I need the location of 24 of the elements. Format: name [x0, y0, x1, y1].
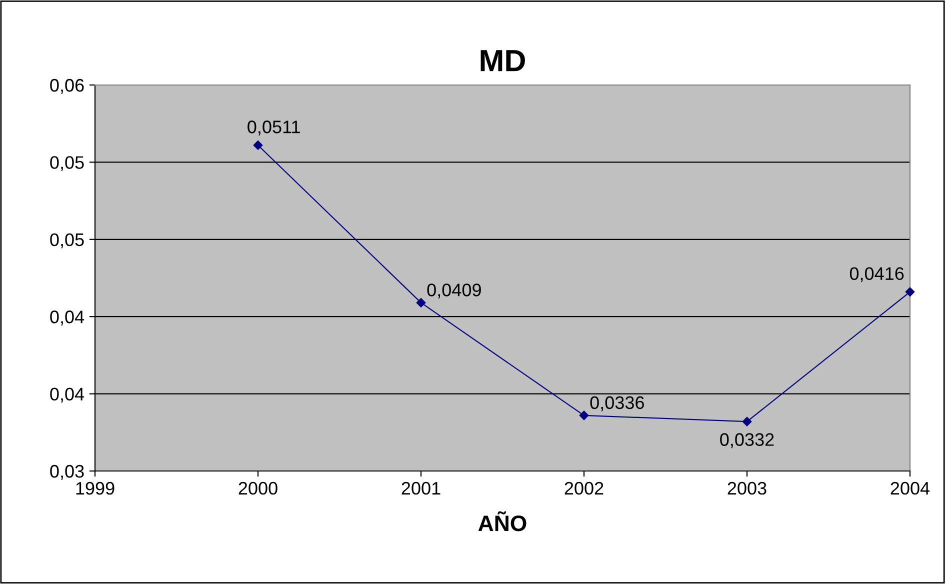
y-tick-label: 0,05 — [50, 156, 84, 172]
data-label: 0,0336 — [590, 396, 644, 412]
y-tick-label: 0,06 — [50, 78, 84, 94]
x-tick-label: 2003 — [728, 482, 766, 495]
data-label: 0,0416 — [850, 267, 904, 282]
y-tick-label: 0,04 — [50, 388, 84, 403]
point — [905, 287, 915, 297]
point — [579, 410, 589, 420]
x-tick-label: 2002 — [564, 482, 604, 495]
x-axis-title: AÑO — [478, 511, 526, 532]
x-tick-label: 1999 — [76, 482, 114, 495]
point — [253, 140, 263, 150]
point — [416, 298, 426, 308]
y-tick-label: 0,03 — [50, 464, 84, 480]
y-tick-label: 0,04 — [50, 310, 84, 326]
chart-title: MD — [480, 50, 525, 72]
data-label: 0,0511 — [248, 120, 300, 136]
x-tick-label: 2004 — [890, 482, 930, 495]
data-label: 0,0332 — [720, 433, 774, 448]
x-tick-label: 2000 — [238, 482, 278, 495]
point — [742, 416, 752, 426]
y-tick-label: 0,05 — [50, 233, 84, 248]
x-tick-label: 2001 — [402, 482, 440, 495]
data-label: 0,0409 — [427, 284, 481, 298]
